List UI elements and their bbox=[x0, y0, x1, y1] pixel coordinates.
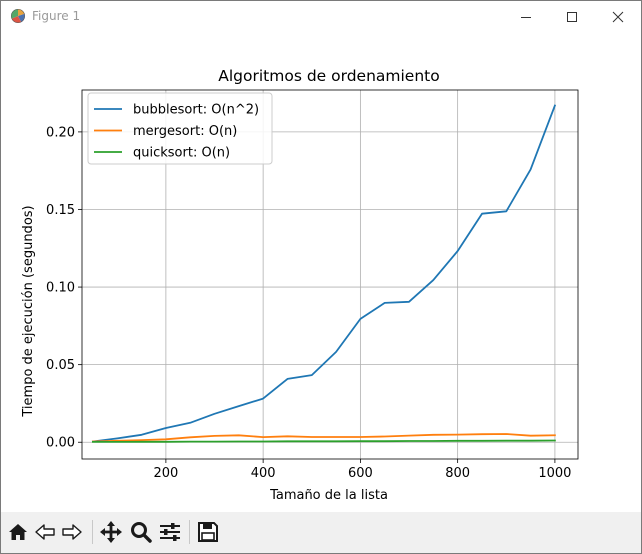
line-chart: 200 400 600 800 1000 0.00 0.05 0.10 0.15 0.20 Alg… bbox=[21, 67, 579, 503]
pan-move-icon bbox=[100, 521, 122, 543]
axes-frame bbox=[81, 89, 579, 460]
y-tick-label: 0.05 bbox=[46, 358, 75, 373]
legend: bubblesort: O(n^2) mergesort: O(n) quickso… bbox=[87, 92, 273, 165]
quicksort-series-line bbox=[92, 439, 556, 443]
bubblesort-series-line bbox=[91, 104, 557, 443]
close-icon bbox=[612, 11, 624, 22]
x-tick-label: 1000 bbox=[538, 466, 571, 481]
zoom-button[interactable] bbox=[128, 518, 154, 546]
x-tick-label: 800 bbox=[445, 466, 470, 481]
y-tick-label: 0.00 bbox=[46, 436, 75, 451]
maximize-button[interactable] bbox=[549, 1, 595, 32]
navigation-toolbar bbox=[1, 512, 641, 553]
legend-label: bubblesort: O(n^2) bbox=[133, 103, 259, 118]
x-tick-label: 400 bbox=[251, 466, 276, 481]
title-bar[interactable]: Figure 1 bbox=[1, 1, 641, 32]
home-icon bbox=[9, 524, 27, 540]
pan-button[interactable] bbox=[98, 518, 124, 546]
legend-label: mergesort: O(n) bbox=[133, 124, 237, 139]
home-button[interactable] bbox=[5, 518, 31, 546]
forward-arrow-icon bbox=[62, 524, 82, 540]
legend-label: quicksort: O(n) bbox=[133, 146, 230, 161]
x-tick-label: 200 bbox=[153, 466, 178, 481]
back-arrow-icon bbox=[35, 524, 55, 540]
matplotlib-figure-icon bbox=[11, 9, 25, 23]
x-tick-label: 600 bbox=[348, 466, 373, 481]
x-axis-label: Tamaño de la lista bbox=[269, 488, 388, 503]
toolbar-separator bbox=[189, 520, 190, 544]
back-button[interactable] bbox=[32, 518, 58, 546]
y-tick-label: 0.15 bbox=[46, 203, 75, 218]
forward-button[interactable] bbox=[59, 518, 85, 546]
y-tick-label: 0.20 bbox=[46, 125, 75, 140]
mergesort-series-line bbox=[91, 433, 556, 443]
legend-box bbox=[87, 92, 273, 165]
configure-subplots-icon bbox=[160, 523, 180, 541]
maximize-icon bbox=[567, 11, 577, 22]
figure-canvas[interactable]: 200 400 600 800 1000 0.00 0.05 0.10 0.15 0.20 Alg… bbox=[1, 32, 641, 512]
chart-title: Algoritmos de ordenamiento bbox=[218, 67, 439, 85]
minimize-icon bbox=[521, 16, 531, 18]
y-axis-label: Tiempo de ejecución (segundos) bbox=[21, 205, 36, 417]
save-button[interactable] bbox=[195, 518, 221, 546]
close-button[interactable] bbox=[595, 1, 641, 32]
window-title: Figure 1 bbox=[32, 9, 81, 23]
save-floppy-icon bbox=[198, 522, 218, 542]
toolbar-separator bbox=[92, 520, 93, 544]
zoom-magnifier-icon bbox=[131, 522, 152, 543]
minimize-button[interactable] bbox=[503, 1, 549, 32]
configure-subplots-button[interactable] bbox=[157, 518, 183, 546]
y-tick-label: 0.10 bbox=[46, 281, 75, 296]
